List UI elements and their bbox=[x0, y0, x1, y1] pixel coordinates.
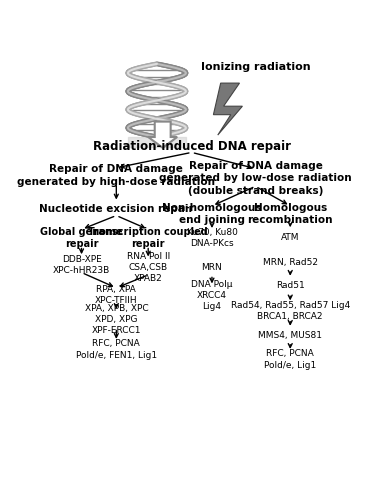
Text: Repair of DNA damage
generated by low-dose radiation
(double strand breaks): Repair of DNA damage generated by low-do… bbox=[159, 161, 352, 196]
Text: ATM: ATM bbox=[281, 232, 300, 241]
Text: Repair of DNA damage
generated by high-dose radiation: Repair of DNA damage generated by high-d… bbox=[17, 164, 215, 186]
Text: Ku70, Ku80
DNA-PKcs: Ku70, Ku80 DNA-PKcs bbox=[187, 228, 237, 248]
Text: MMS4, MUS81: MMS4, MUS81 bbox=[258, 331, 322, 340]
Text: MRN: MRN bbox=[202, 262, 222, 272]
Text: RFC, PCNA
Pold/e, FEN1, Lig1: RFC, PCNA Pold/e, FEN1, Lig1 bbox=[76, 340, 157, 359]
Text: XPA, XPB, XPC
XPD, XPG
XPF-ERCC1: XPA, XPB, XPC XPD, XPG XPF-ERCC1 bbox=[85, 304, 148, 336]
Text: Radiation-induced DNA repair: Radiation-induced DNA repair bbox=[93, 140, 291, 153]
Text: Rad51: Rad51 bbox=[276, 282, 304, 290]
Text: Non-homologous
end joining: Non-homologous end joining bbox=[162, 203, 262, 225]
Text: Rad54, Rad55, Rad57 Lig4
BRCA1, BRCA2: Rad54, Rad55, Rad57 Lig4 BRCA1, BRCA2 bbox=[231, 301, 350, 321]
Text: Homologous
recombination: Homologous recombination bbox=[248, 203, 333, 225]
Text: RPA, XPA
XPC-TFIIH: RPA, XPA XPC-TFIIH bbox=[95, 285, 138, 305]
Text: Ionizing radiation: Ionizing radiation bbox=[200, 62, 310, 72]
Text: DDB-XPE
XPC-hHR23B: DDB-XPE XPC-hHR23B bbox=[53, 255, 110, 275]
Text: MRN, Rad52: MRN, Rad52 bbox=[263, 258, 318, 266]
FancyArrow shape bbox=[148, 122, 177, 148]
Text: RNA Pol II
CSA,CSB
XPAB2: RNA Pol II CSA,CSB XPAB2 bbox=[126, 252, 170, 282]
Text: Transcription coupled
repair: Transcription coupled repair bbox=[88, 226, 208, 249]
Text: Nucleotide excision repair: Nucleotide excision repair bbox=[39, 204, 194, 214]
Text: Global genome
repair: Global genome repair bbox=[40, 226, 123, 249]
Text: DNA Polμ
XRCC4
Lig4: DNA Polμ XRCC4 Lig4 bbox=[191, 280, 233, 311]
Text: RFC, PCNA
Pold/e, Lig1: RFC, PCNA Pold/e, Lig1 bbox=[264, 350, 316, 370]
Polygon shape bbox=[214, 83, 242, 135]
